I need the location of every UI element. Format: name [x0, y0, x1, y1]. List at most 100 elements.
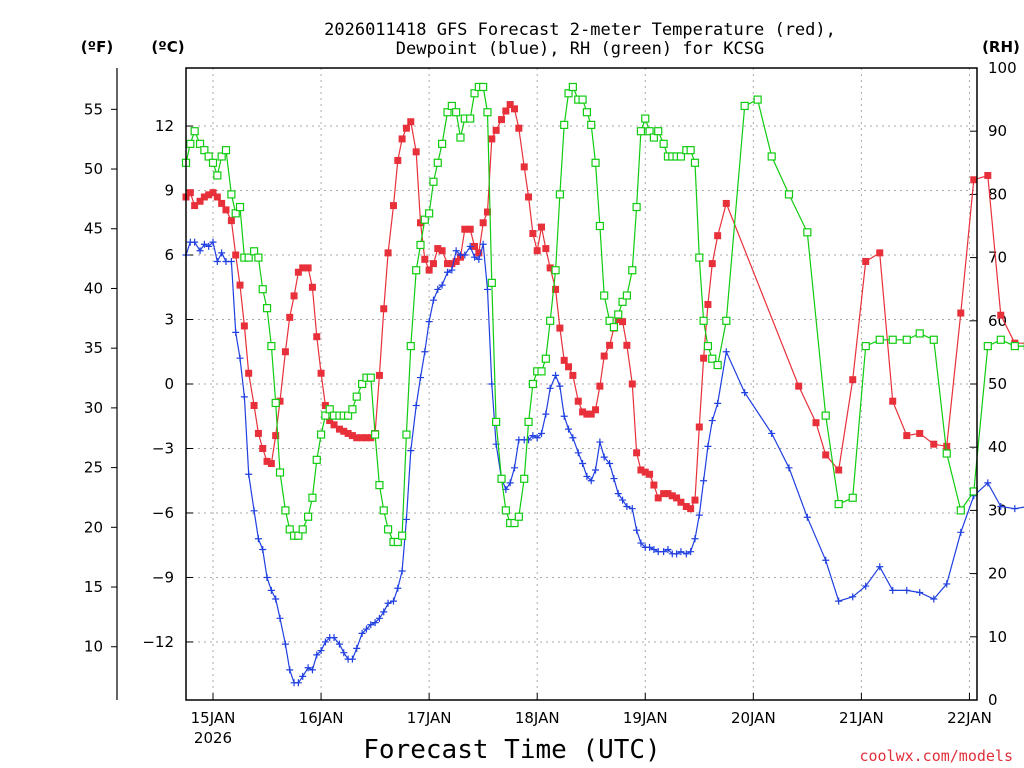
- dewpoint-point: [236, 354, 244, 362]
- temperature-point: [196, 197, 204, 205]
- rh-point: [204, 152, 213, 161]
- dewpoint-point: [610, 475, 618, 483]
- rh-point: [578, 95, 587, 104]
- rh-tick-label: 10: [988, 628, 1007, 646]
- celsius-ticks: −12 −9 −6 −3 0 3 6 9 12: [142, 117, 193, 651]
- temperature-point: [236, 281, 244, 289]
- temperature-point: [448, 260, 456, 268]
- dewpoint-point: [412, 401, 420, 409]
- temperature-point: [619, 318, 627, 326]
- rh-point: [722, 316, 731, 325]
- rh-point: [352, 392, 361, 401]
- rh-point: [1010, 341, 1019, 351]
- temperature-point: [574, 397, 582, 405]
- rh-point: [628, 266, 637, 275]
- temperature-point: [506, 101, 514, 109]
- dewpoint-point: [511, 464, 519, 472]
- dewpoint-point: [267, 586, 275, 594]
- rh-point: [254, 253, 263, 262]
- rh-tick-label: 90: [988, 122, 1007, 140]
- rh-point: [402, 430, 411, 439]
- dewpoint-point: [700, 477, 708, 485]
- dewpoint-point: [335, 640, 343, 648]
- dewpoint-point: [232, 328, 240, 336]
- temperature-point: [389, 202, 397, 210]
- temperature-point: [623, 341, 631, 349]
- dewpoint-point: [471, 253, 479, 261]
- fahrenheit-tick-label: 55: [84, 100, 103, 118]
- x-tick-label: 18JAN: [515, 709, 560, 727]
- temperature-point: [835, 466, 843, 474]
- temperature-point: [250, 401, 258, 409]
- temperature-point: [348, 432, 356, 440]
- rh-point: [996, 335, 1005, 344]
- rh-point: [537, 367, 546, 376]
- dewpoint-point: [304, 664, 312, 672]
- credit-text: coolwx.com/models: [859, 747, 1013, 765]
- fahrenheit-tick-label: 35: [84, 339, 103, 357]
- rh-point: [227, 190, 236, 199]
- rh-point: [483, 108, 492, 117]
- dewpoint-point: [375, 614, 383, 622]
- temperature-point: [317, 369, 325, 377]
- rh-point: [348, 405, 357, 414]
- rh-point: [564, 89, 573, 98]
- rh-point: [622, 291, 631, 300]
- celsius-tick-label: 3: [164, 311, 174, 329]
- temperature-point: [700, 354, 708, 362]
- temperature-point: [876, 249, 884, 257]
- rh-point: [609, 323, 619, 332]
- dewpoint-point: [276, 614, 284, 622]
- temperature-point: [308, 283, 316, 291]
- temperature-point: [259, 444, 267, 452]
- rh-point: [190, 127, 199, 136]
- dewpoint-point: [984, 479, 992, 487]
- temperature-point: [452, 257, 460, 265]
- rh-point: [834, 499, 843, 509]
- rh-point: [375, 481, 384, 490]
- temperature-point: [375, 371, 383, 379]
- dewpoint-point: [286, 666, 294, 674]
- rh-point: [231, 209, 240, 218]
- dewpoint-point: [416, 374, 424, 382]
- dewpoint-point: [448, 266, 456, 274]
- dewpoint-point: [506, 479, 514, 487]
- dewpoint-point: [916, 589, 924, 597]
- dewpoint-point: [997, 503, 1005, 511]
- temperature-point: [222, 206, 230, 214]
- rh-point: [470, 89, 479, 98]
- dewpoint-point: [587, 477, 595, 485]
- dewpoint-point: [835, 597, 843, 605]
- rh-point: [294, 531, 303, 540]
- temperature-point: [654, 494, 662, 502]
- celsius-axis-label: (ºC): [151, 38, 184, 56]
- temperature-point: [565, 363, 573, 371]
- dewpoint-point: [213, 257, 221, 265]
- dewpoint-point: [889, 586, 897, 594]
- dewpoint-point: [313, 651, 321, 659]
- rh-point: [875, 335, 884, 344]
- rh-point: [438, 139, 447, 148]
- dewpoint-point: [673, 550, 681, 558]
- rh-point: [956, 506, 965, 515]
- rh-point: [383, 525, 393, 534]
- rh-point: [492, 417, 501, 427]
- temperature-point: [525, 193, 533, 201]
- temperature-point: [596, 382, 604, 390]
- rh-point: [803, 228, 812, 237]
- temperature-point: [502, 107, 510, 115]
- rh-point: [235, 202, 245, 212]
- temperature-point: [191, 202, 199, 210]
- rh-point: [703, 341, 713, 351]
- dewpoint-point: [538, 429, 546, 437]
- rh-point: [649, 133, 659, 142]
- dewpoint-point: [525, 436, 533, 444]
- dewpoint-point: [569, 434, 577, 442]
- rh-tick-label: 40: [988, 438, 1007, 456]
- dewpoint-point: [358, 629, 366, 637]
- rh-point: [654, 127, 663, 136]
- temperature-point: [664, 490, 672, 498]
- dewpoint-point: [421, 348, 429, 356]
- rh-point: [406, 341, 415, 351]
